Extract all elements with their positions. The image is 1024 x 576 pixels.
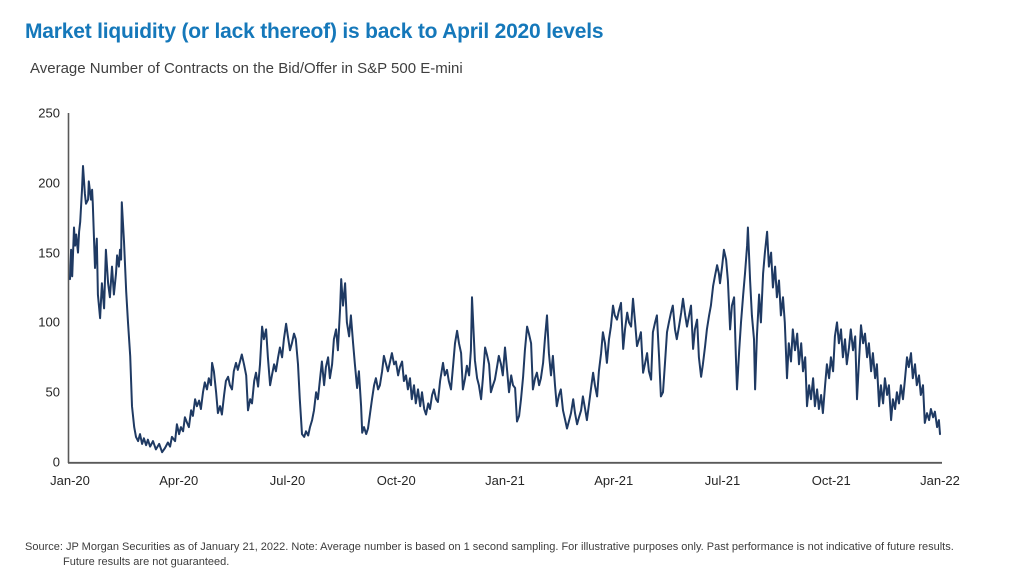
source-note-line2: Future results are not guaranteed. [63,555,230,568]
page-title: Market liquidity (or lack thereof) is ba… [25,20,604,43]
x-axis-tick-label: Oct-20 [376,473,416,488]
y-axis-tick-label: 50 [45,384,60,400]
x-axis-tick-label: Apr-21 [594,473,634,488]
x-axis-tick-label: Jan-22 [920,473,960,488]
x-axis-tick-label: Jul-20 [269,473,306,488]
x-axis-tick-label: Oct-21 [811,473,851,488]
series-line [69,165,941,454]
y-axis-tick-label: 200 [38,175,60,191]
source-note-line1: Source: JP Morgan Securities as of Janua… [25,541,954,553]
source-note: Source: JP Morgan Securities as of Janua… [25,540,1015,570]
y-axis-tick-label: 100 [38,314,60,330]
y-axis-tick-label: 0 [52,454,60,470]
x-axis-tick-label: Apr-20 [159,473,199,488]
x-axis-tick-label: Jan-20 [50,473,90,488]
chart-subtitle: Average Number of Contracts on the Bid/O… [30,60,463,77]
y-axis-tick-label: 150 [38,245,60,261]
x-axis-tick-label: Jan-21 [485,473,525,488]
y-axis-tick-label: 250 [38,105,60,121]
x-axis-tick-label: Jul-21 [704,473,741,488]
